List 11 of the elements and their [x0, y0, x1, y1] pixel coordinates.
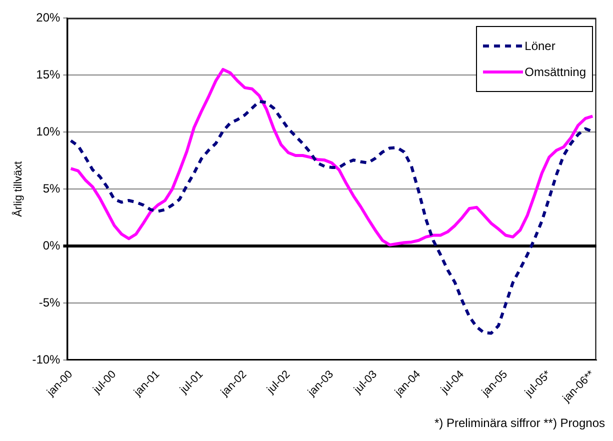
text: *) Preliminära siffror **) Prognos	[433, 416, 605, 430]
y-tick-label: -5%	[38, 295, 61, 310]
legend-label: Omsättning	[524, 65, 586, 79]
y-tick-label: 0%	[42, 238, 61, 252]
y-axis-title: Årlig tillväxt	[12, 161, 25, 217]
y-tick-label: 15%	[36, 67, 61, 82]
y-tick-label: 10%	[36, 124, 61, 138]
y-tick-label: 20%	[36, 10, 61, 25]
y-tick-label: -10%	[32, 352, 61, 366]
legend-label: Löner	[524, 39, 556, 53]
y-tick-label: 5%	[42, 181, 61, 196]
